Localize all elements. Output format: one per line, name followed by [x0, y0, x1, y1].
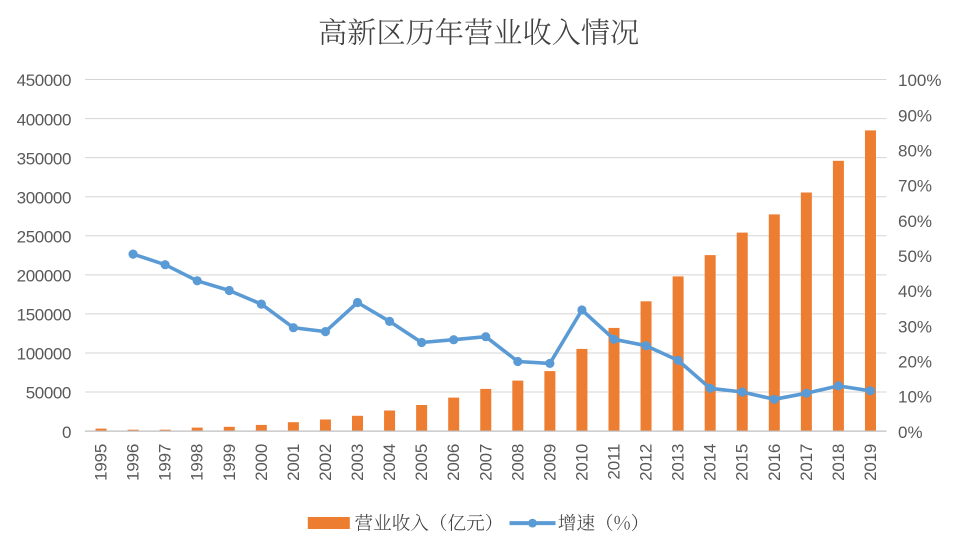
svg-text:2000: 2000: [252, 444, 271, 481]
svg-text:2015: 2015: [733, 444, 752, 481]
svg-text:90%: 90%: [898, 106, 932, 125]
svg-text:2013: 2013: [669, 444, 688, 481]
svg-text:2005: 2005: [412, 444, 431, 481]
svg-text:200000: 200000: [17, 267, 71, 286]
svg-text:40%: 40%: [898, 282, 932, 301]
svg-text:1996: 1996: [124, 444, 143, 481]
svg-text:1998: 1998: [188, 444, 207, 481]
svg-text:0: 0: [62, 423, 71, 442]
svg-text:100%: 100%: [898, 71, 941, 90]
svg-text:2003: 2003: [348, 444, 367, 481]
svg-text:70%: 70%: [898, 177, 932, 196]
svg-text:2001: 2001: [284, 444, 303, 481]
svg-text:350000: 350000: [17, 149, 71, 168]
svg-text:2004: 2004: [380, 444, 399, 481]
svg-text:150000: 150000: [17, 306, 71, 325]
svg-text:2006: 2006: [444, 444, 463, 481]
svg-text:2010: 2010: [572, 444, 591, 481]
svg-text:1997: 1997: [156, 444, 175, 481]
svg-text:100000: 100000: [17, 345, 71, 364]
svg-text:2007: 2007: [476, 444, 495, 481]
svg-text:1999: 1999: [220, 444, 239, 481]
svg-text:60%: 60%: [898, 212, 932, 231]
svg-text:2016: 2016: [765, 444, 784, 481]
svg-text:300000: 300000: [17, 188, 71, 207]
svg-text:80%: 80%: [898, 142, 932, 161]
svg-text:2009: 2009: [540, 444, 559, 481]
svg-text:2018: 2018: [829, 444, 848, 481]
svg-text:50000: 50000: [26, 384, 71, 403]
svg-text:2012: 2012: [637, 444, 656, 481]
svg-text:30%: 30%: [898, 317, 932, 336]
svg-text:0%: 0%: [898, 423, 923, 442]
svg-text:20%: 20%: [898, 352, 932, 371]
svg-text:50%: 50%: [898, 247, 932, 266]
svg-text:2019: 2019: [861, 444, 880, 481]
svg-text:1995: 1995: [92, 444, 111, 481]
svg-text:250000: 250000: [17, 227, 71, 246]
svg-text:2011: 2011: [604, 444, 623, 480]
svg-text:10%: 10%: [898, 388, 932, 407]
svg-text:400000: 400000: [17, 110, 71, 129]
svg-text:2014: 2014: [701, 444, 720, 481]
svg-text:2017: 2017: [797, 444, 816, 481]
svg-text:450000: 450000: [17, 71, 71, 90]
svg-text:2002: 2002: [316, 444, 335, 481]
svg-text:2008: 2008: [508, 444, 527, 481]
